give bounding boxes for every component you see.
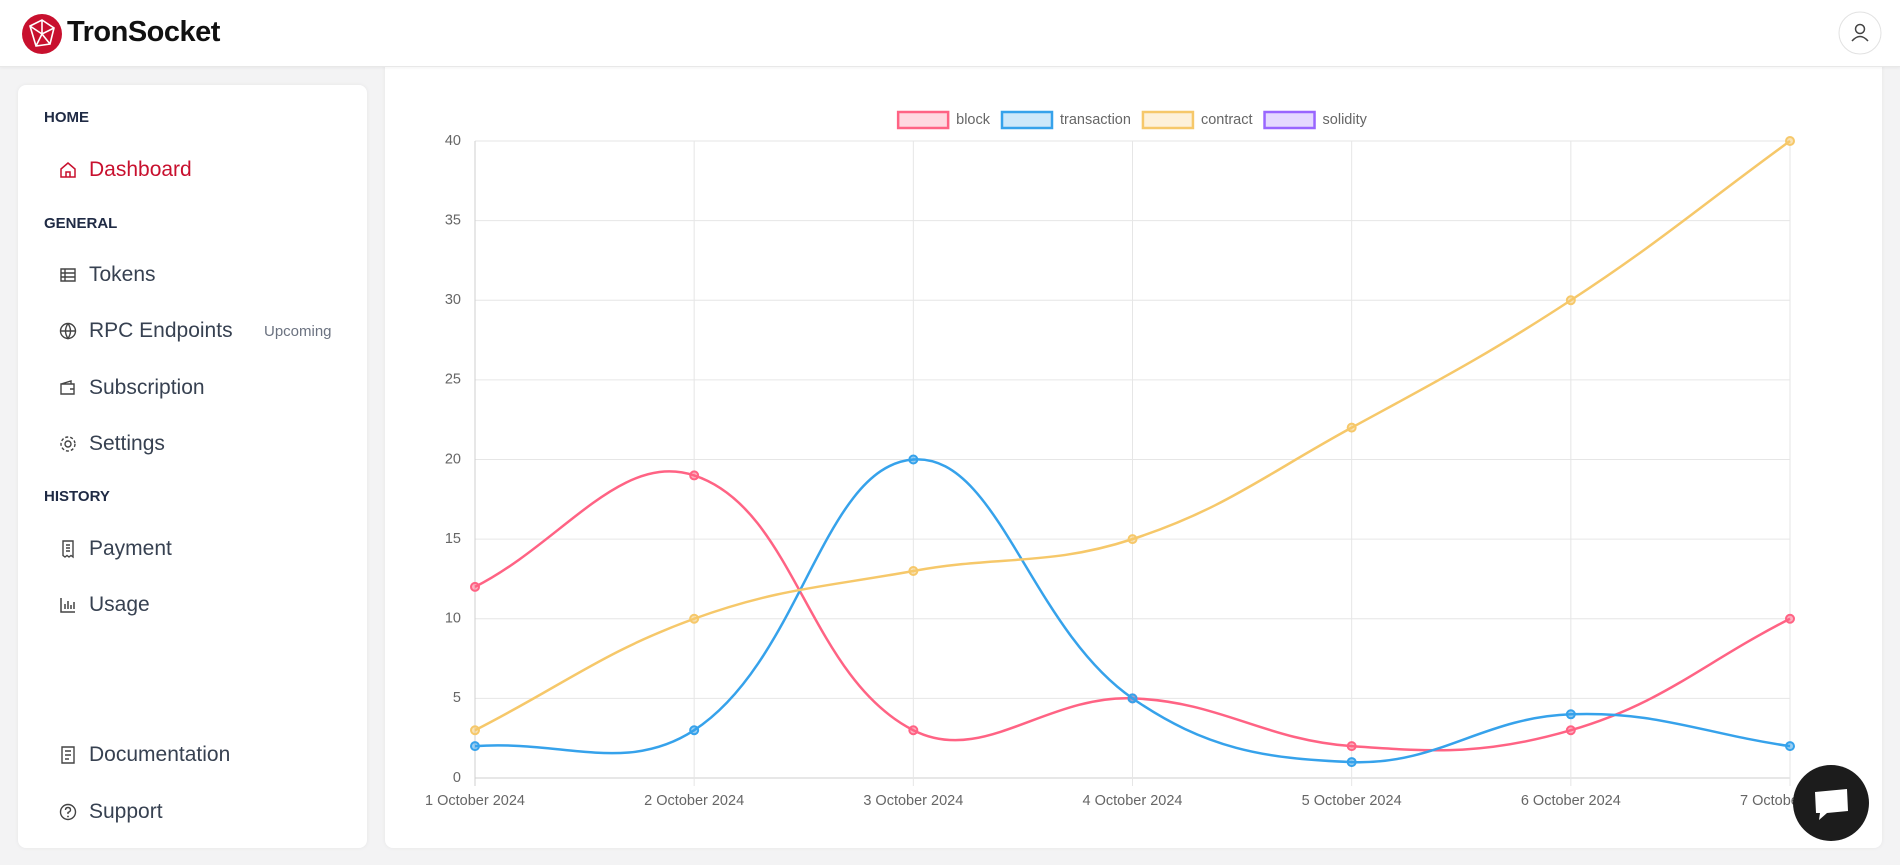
nav-item[interactable]: Tokens: [58, 260, 156, 290]
nav-label: Tokens: [89, 263, 156, 286]
icon: [61, 746, 75, 764]
icon: [59, 322, 77, 340]
nav-item[interactable]: Support: [58, 797, 163, 827]
sidebar: HOME Dashboard GENERAL Tokens RPC Endpoi…: [18, 85, 367, 848]
nav-item[interactable]: RPC Endpoints: [58, 316, 233, 346]
icon: [60, 268, 76, 282]
nav-item[interactable]: Payment: [58, 534, 172, 564]
icon: [59, 803, 77, 821]
nav-item[interactable]: Subscription: [58, 373, 205, 403]
nav-item[interactable]: Dashboard: [58, 155, 192, 185]
nav-label: Usage: [89, 593, 150, 616]
nav-label: Dashboard: [89, 158, 192, 181]
icon: [60, 598, 75, 613]
nav-label: Support: [89, 800, 163, 823]
section-title: GENERAL: [44, 215, 118, 232]
logo: [22, 14, 62, 54]
section-title: HISTORY: [44, 488, 110, 505]
nav-label: Subscription: [89, 376, 205, 399]
icon: [60, 162, 76, 178]
user-button[interactable]: [1838, 11, 1882, 55]
nav-item[interactable]: Settings: [58, 429, 165, 459]
chat-button[interactable]: [1793, 765, 1869, 841]
nav-item[interactable]: Documentation: [58, 740, 230, 770]
section-title: HOME: [44, 109, 89, 126]
main-card: [385, 50, 1882, 848]
nav-label: Payment: [89, 537, 172, 560]
brand: TronSocket: [67, 16, 220, 48]
nav-item[interactable]: Usage: [58, 590, 150, 620]
icon: [60, 380, 75, 395]
icon: [62, 540, 74, 559]
nav-label: RPC Endpoints: [89, 319, 233, 342]
nav-label: Documentation: [89, 743, 231, 766]
icon: [60, 436, 76, 452]
top-bar: TronSocket: [0, 0, 1900, 67]
badge: Upcoming: [264, 323, 332, 340]
nav-label: Settings: [89, 432, 165, 455]
